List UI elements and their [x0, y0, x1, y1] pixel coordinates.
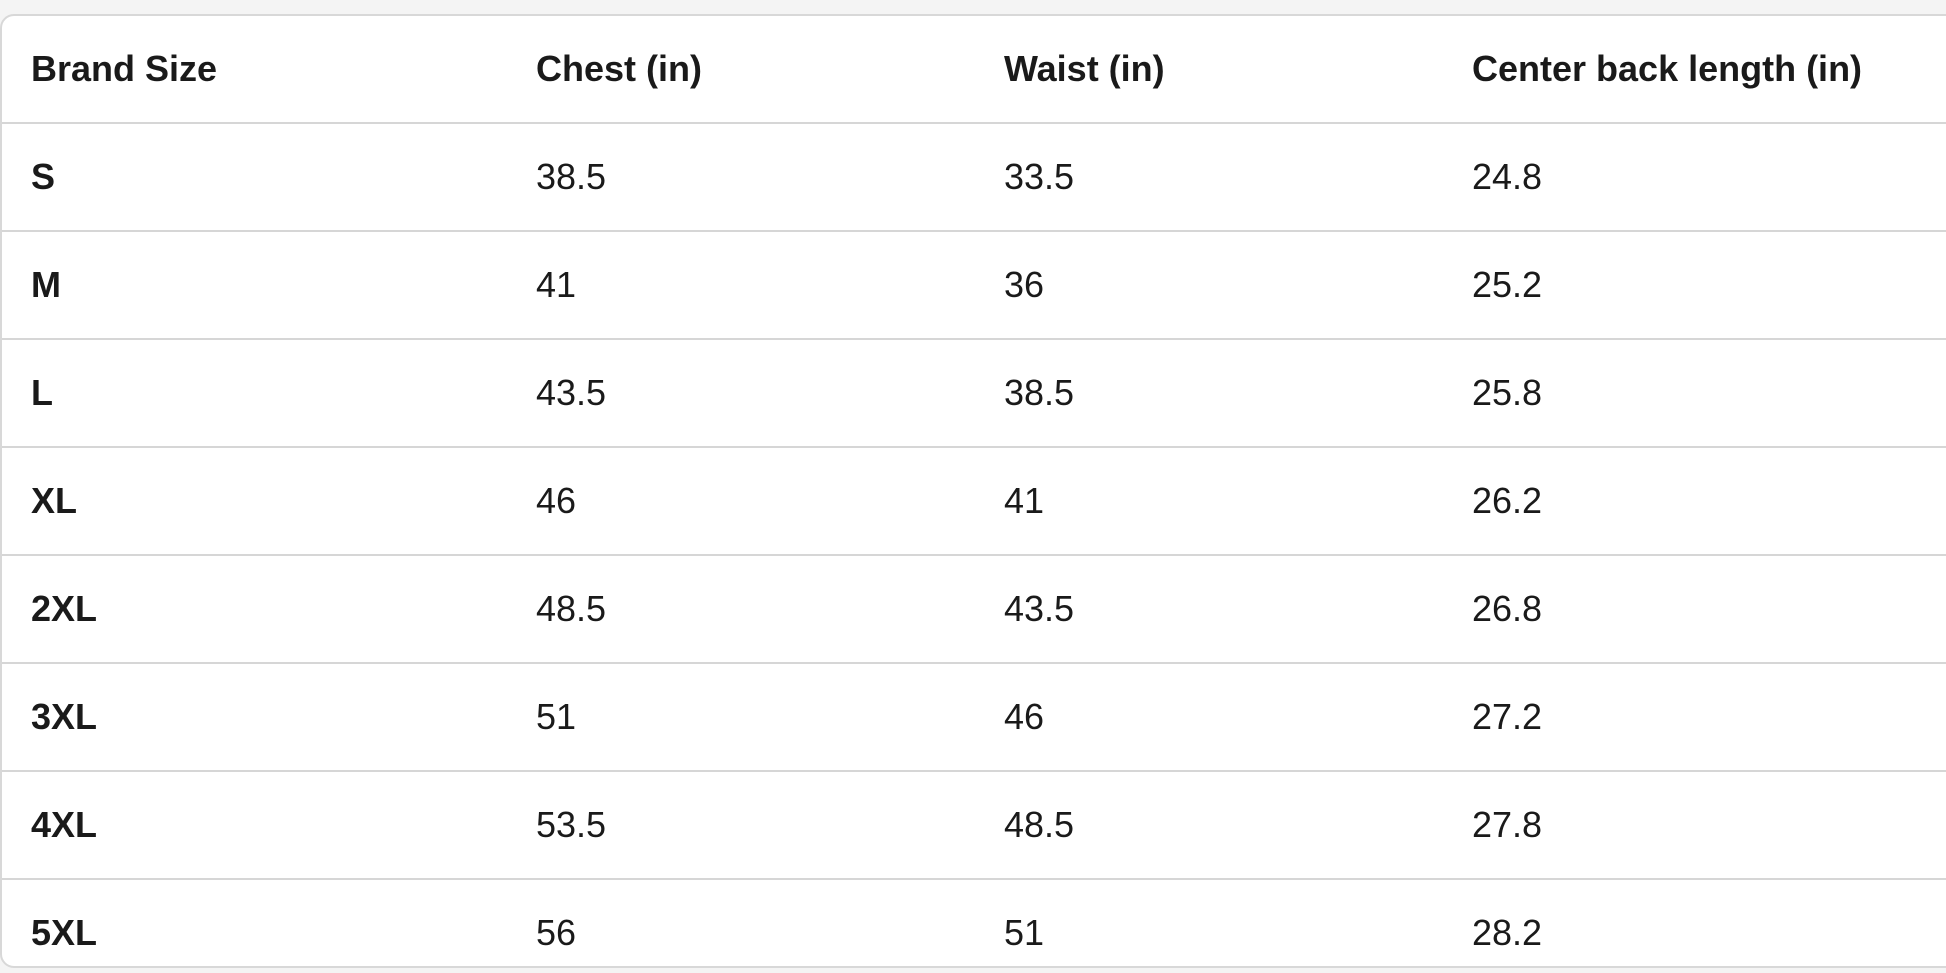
chest-cell: 41 — [536, 231, 1004, 340]
chest-cell: 53.5 — [536, 771, 1004, 880]
center-back-length-cell: 25.2 — [1472, 231, 1946, 340]
table-header-row: Brand Size Chest (in) Waist (in) Center … — [2, 16, 1946, 124]
waist-cell: 48.5 — [1004, 771, 1472, 880]
chest-cell: 43.5 — [536, 339, 1004, 448]
table-row: L 43.5 38.5 25.8 — [2, 339, 1946, 448]
center-back-length-cell: 25.8 — [1472, 339, 1946, 448]
brand-size-cell: 2XL — [2, 555, 536, 664]
center-back-length-cell: 27.8 — [1472, 771, 1946, 880]
table-row: M 41 36 25.2 — [2, 231, 1946, 340]
table-row: 2XL 48.5 43.5 26.8 — [2, 555, 1946, 664]
waist-cell: 36 — [1004, 231, 1472, 340]
center-back-length-cell: 26.2 — [1472, 447, 1946, 556]
chest-cell: 48.5 — [536, 555, 1004, 664]
center-back-length-cell: 28.2 — [1472, 912, 1543, 953]
chest-cell: 38.5 — [536, 123, 1004, 232]
waist-cell: 51 — [1004, 912, 1045, 953]
table-row: 4XL 53.5 48.5 27.8 — [2, 771, 1946, 880]
chest-cell: 51 — [536, 663, 1004, 772]
header-brand-size: Brand Size — [2, 16, 536, 124]
brand-size-cell: S — [2, 123, 536, 232]
table-row: S 38.5 33.5 24.8 — [2, 123, 1946, 232]
brand-size-cell: 4XL — [2, 771, 536, 880]
center-back-length-cell: 26.8 — [1472, 555, 1946, 664]
header-chest: Chest (in) — [536, 16, 1004, 124]
table-row: 5XL 56 51 28.2 — [2, 879, 1946, 966]
size-chart-table: Brand Size Chest (in) Waist (in) Center … — [2, 16, 1946, 966]
brand-size-cell: 5XL — [31, 912, 98, 953]
waist-cell: 46 — [1004, 663, 1472, 772]
waist-cell: 33.5 — [1004, 123, 1472, 232]
brand-size-cell: M — [2, 231, 536, 340]
chest-cell: 56 — [536, 912, 577, 953]
brand-size-cell: 3XL — [2, 663, 536, 772]
brand-size-cell: L — [2, 339, 536, 448]
table-row: 3XL 51 46 27.2 — [2, 663, 1946, 772]
brand-size-cell: XL — [2, 447, 536, 556]
chest-cell: 46 — [536, 447, 1004, 556]
center-back-length-cell: 27.2 — [1472, 663, 1946, 772]
table-row: XL 46 41 26.2 — [2, 447, 1946, 556]
waist-cell: 43.5 — [1004, 555, 1472, 664]
waist-cell: 41 — [1004, 447, 1472, 556]
header-waist: Waist (in) — [1004, 16, 1472, 124]
header-center-back-length: Center back length (in) — [1472, 16, 1946, 124]
waist-cell: 38.5 — [1004, 339, 1472, 448]
center-back-length-cell: 24.8 — [1472, 123, 1946, 232]
size-chart-card: Brand Size Chest (in) Waist (in) Center … — [0, 14, 1946, 968]
